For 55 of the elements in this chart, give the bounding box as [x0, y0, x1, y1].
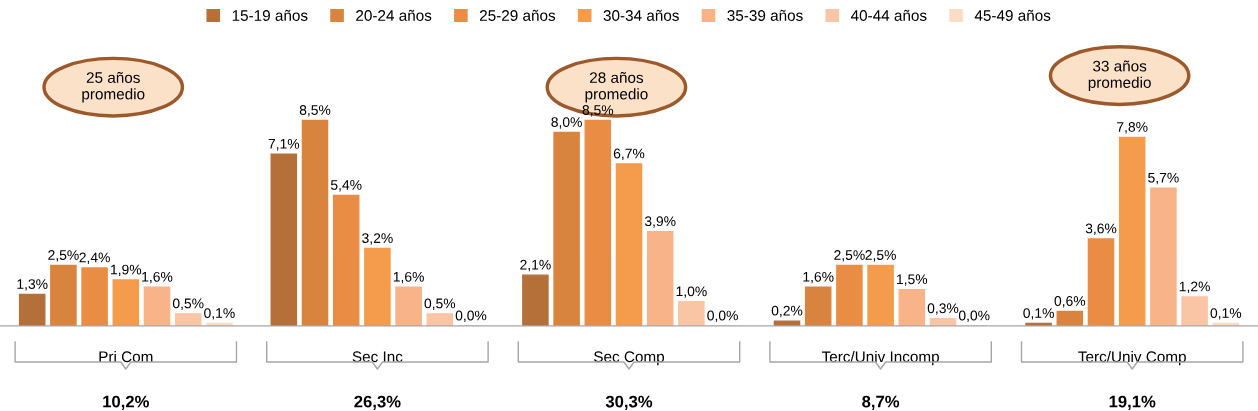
data-label: 0,5% — [424, 298, 456, 310]
data-label: 1,2% — [1179, 281, 1210, 294]
data-label: 1,6% — [142, 271, 173, 284]
data-label: 2,4% — [79, 252, 110, 265]
data-label: 3,2% — [362, 233, 393, 245]
data-label: 0,3% — [927, 303, 959, 315]
data-label: 7,1% — [268, 138, 300, 151]
data-label: 2,1% — [520, 259, 551, 272]
text: 25 años promedio — [82, 71, 145, 103]
data-label: 1,6% — [393, 271, 424, 284]
data-label: 8,0% — [551, 117, 582, 129]
text: 10,2% — [103, 395, 149, 410]
legend-label: 40-44 años — [850, 9, 927, 21]
x-tick-label: Sec Comp — [594, 351, 665, 366]
data-label: 2,5% — [48, 250, 79, 262]
data-label: 0,0% — [958, 310, 990, 323]
data-label: 0,2% — [771, 305, 803, 318]
data-label: 1,5% — [897, 274, 928, 286]
legend-label: 30-34 años — [603, 9, 679, 21]
data-label: 2,5% — [834, 250, 865, 262]
data-label: 8,5% — [582, 105, 614, 117]
data-label: 2,5% — [865, 250, 896, 262]
data-label: 3,6% — [1085, 223, 1117, 236]
data-label: 0,1% — [1023, 308, 1054, 320]
data-label: 5,4% — [330, 180, 362, 192]
data-label: 0,1% — [204, 308, 235, 320]
text: 19,1% — [1109, 395, 1156, 410]
text: 30,3% — [605, 395, 653, 410]
data-label: 1,6% — [803, 271, 834, 284]
data-label: 7,8% — [1117, 121, 1148, 134]
data-label: 3,9% — [644, 216, 676, 228]
text: 26,3% — [354, 395, 401, 410]
legend-label: 35-39 años — [727, 9, 803, 21]
x-tick-label: Terc/Univ Comp — [1078, 350, 1186, 366]
text: 28 años promedio — [585, 71, 648, 103]
data-label: 5,7% — [1148, 172, 1179, 185]
legend-label: 45-49 años — [974, 9, 1051, 21]
data-label: 6,7% — [613, 148, 645, 161]
data-label: 0,1% — [1210, 308, 1242, 320]
data-label: 0,6% — [1054, 296, 1086, 308]
data-label: 0,0% — [707, 310, 738, 323]
text: 33 años promedio — [1088, 60, 1151, 91]
x-tick-label: Sec Inc — [352, 351, 403, 363]
x-tick-label: Terc/Univ Incomp — [821, 350, 939, 366]
data-label: 1,3% — [17, 279, 48, 291]
text: 8,7% — [862, 395, 900, 410]
legend-label: 20-24 años — [356, 9, 432, 21]
data-label: 1,0% — [676, 286, 707, 298]
legend-label: 15-19 años — [232, 9, 308, 21]
x-tick-label: Pri Com — [99, 350, 153, 363]
data-label: 8,5% — [299, 105, 331, 117]
legend-label: 25-29 años — [479, 9, 556, 21]
data-label: 1,9% — [111, 264, 142, 277]
data-label: 0,0% — [455, 310, 487, 323]
data-label: 0,5% — [172, 298, 204, 310]
